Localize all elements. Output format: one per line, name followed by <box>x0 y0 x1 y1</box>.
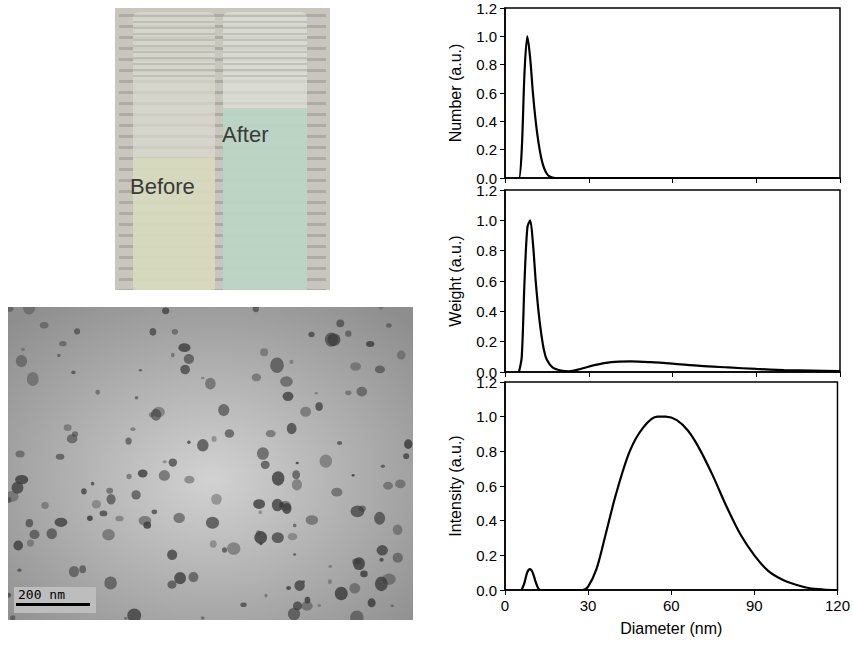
svg-text:90: 90 <box>746 597 763 614</box>
svg-text:1.0: 1.0 <box>476 408 497 425</box>
svg-text:0: 0 <box>501 597 509 614</box>
svg-text:Weight (a.u.): Weight (a.u.) <box>447 235 464 326</box>
svg-text:1.2: 1.2 <box>476 374 497 391</box>
svg-text:1.2: 1.2 <box>476 182 497 199</box>
svg-text:After: After <box>222 122 268 147</box>
svg-text:1.2: 1.2 <box>476 0 497 17</box>
svg-text:Diameter (nm): Diameter (nm) <box>620 620 722 637</box>
svg-text:60: 60 <box>663 597 680 614</box>
svg-text:Intensity (a.u.): Intensity (a.u.) <box>447 435 464 536</box>
svg-text:0.4: 0.4 <box>476 303 497 320</box>
svg-text:Before: Before <box>130 174 195 199</box>
svg-text:0.0: 0.0 <box>476 169 497 187</box>
svg-text:0.2: 0.2 <box>476 547 497 564</box>
svg-text:0.6: 0.6 <box>476 273 497 290</box>
svg-text:0.8: 0.8 <box>476 242 497 259</box>
svg-text:0.8: 0.8 <box>476 443 497 460</box>
svg-text:Number (a.u.): Number (a.u.) <box>447 44 464 143</box>
svg-text:1.0: 1.0 <box>476 212 497 229</box>
svg-text:0.2: 0.2 <box>476 141 497 158</box>
svg-text:1.0: 1.0 <box>476 28 497 45</box>
svg-text:0.6: 0.6 <box>476 85 497 102</box>
svg-text:0.0: 0.0 <box>476 582 497 599</box>
svg-text:0.6: 0.6 <box>476 478 497 495</box>
svg-text:200 nm: 200 nm <box>18 587 65 602</box>
svg-text:0.4: 0.4 <box>476 512 497 529</box>
svg-text:120: 120 <box>825 597 850 614</box>
svg-text:0.8: 0.8 <box>476 56 497 73</box>
svg-text:0.4: 0.4 <box>476 113 497 130</box>
svg-text:0.2: 0.2 <box>476 333 497 350</box>
svg-text:0.0: 0.0 <box>476 363 497 381</box>
svg-text:30: 30 <box>580 597 597 614</box>
